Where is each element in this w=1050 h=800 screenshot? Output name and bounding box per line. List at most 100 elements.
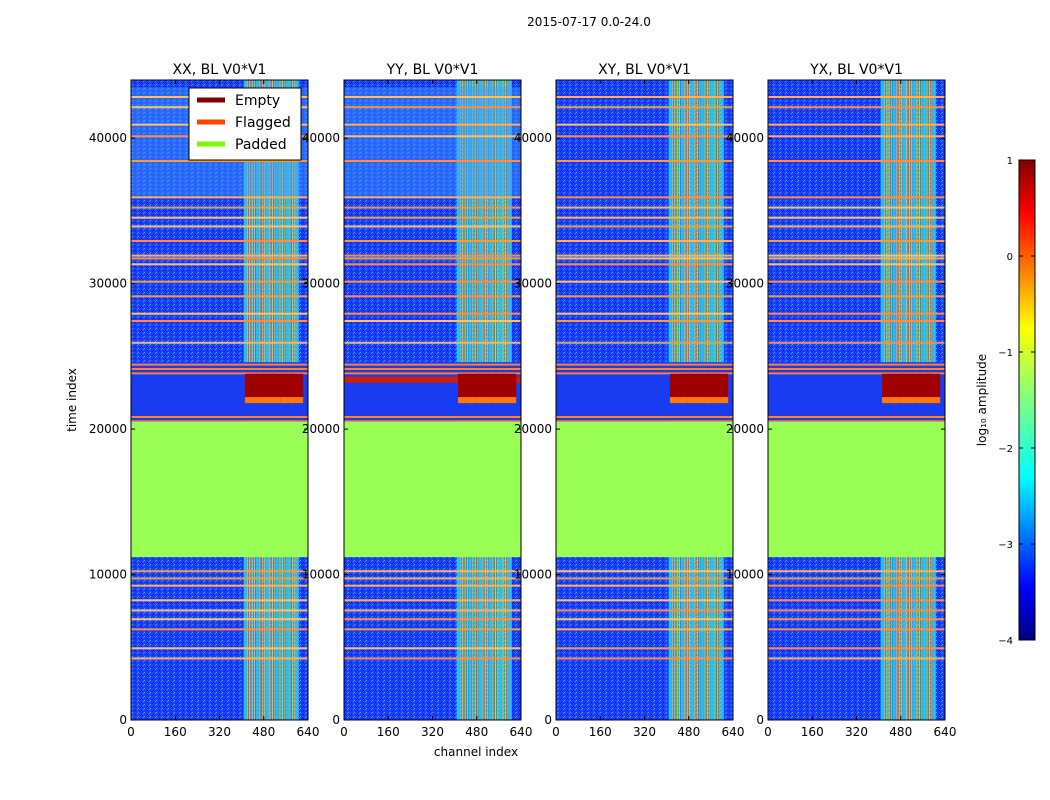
panel-yy: YY, BL V0*V1 0 160 320 480 640 0 10000 20000 3000… [302, 62, 533, 739]
flagged-row [344, 577, 521, 580]
panel-yx: YX, BL V0*V1 0 160 320 480 640 0 10000 20000 3000… [726, 62, 957, 739]
x-tick-label: 0 [764, 725, 772, 739]
y-tick-label: 10000 [726, 568, 764, 582]
flagged-row [768, 160, 945, 162]
flagged-row [768, 618, 945, 621]
x-tick-label: 640 [297, 725, 320, 739]
x-tick-label: 640 [722, 725, 745, 739]
y-tick-label: 10000 [89, 568, 127, 582]
y-tick-label: 0 [119, 713, 127, 727]
panel-title: XX, BL V0*V1 [173, 62, 267, 78]
flagged-row [344, 263, 521, 266]
flagged-row [344, 320, 521, 322]
flagged-row [344, 257, 521, 260]
flagged-row [768, 280, 945, 283]
flagged-row [556, 312, 733, 315]
flagged-row [344, 123, 521, 126]
flagged-row [768, 628, 945, 631]
flagged-row [131, 570, 308, 573]
flagged-row [768, 341, 945, 344]
flagged-row [556, 206, 733, 209]
flagged-row [131, 420, 308, 423]
y-tick-label: 40000 [302, 131, 340, 145]
flagged-row [344, 135, 521, 138]
burst-cell [466, 397, 481, 404]
burst-cell [926, 397, 941, 404]
flagged-row [768, 584, 945, 587]
padded-region [131, 421, 308, 558]
flagged-row [344, 363, 521, 366]
x-tick-label: 480 [465, 725, 488, 739]
flagged-row [131, 225, 308, 228]
flagged-row [344, 647, 521, 650]
panel-title: XY, BL V0*V1 [598, 62, 691, 78]
flagged-row [131, 577, 308, 580]
colorbar-tick-label: 0 [1007, 252, 1013, 263]
burst-cell [714, 373, 729, 403]
flagged-row [556, 225, 733, 228]
flagged-row [131, 263, 308, 266]
flagged-row [131, 216, 308, 219]
flagged-row [344, 295, 521, 298]
flagged-row [131, 657, 308, 660]
flagged-row [131, 280, 308, 283]
panels-group: XX, BL V0*V1 0 160 320 480 640 0 10000 20000 3000… [89, 62, 957, 739]
flagged-row [556, 599, 733, 602]
flagged-row [131, 609, 308, 612]
flagged-row [768, 570, 945, 573]
flagged-row [768, 123, 945, 126]
burst-cell [890, 397, 905, 404]
padded-region [556, 421, 733, 558]
panel-title: YY, BL V0*V1 [386, 62, 479, 78]
burst-cell [244, 397, 259, 404]
figure-title: 2015-07-17 0.0-24.0 [527, 15, 651, 29]
x-tick-label: 160 [589, 725, 612, 739]
padded-region [768, 421, 945, 558]
flagged-row [556, 657, 733, 660]
burst-cell [917, 397, 932, 404]
flagged-row [768, 599, 945, 602]
flagged-row [344, 420, 521, 423]
flagged-row [131, 372, 308, 375]
burst-cell [289, 397, 304, 404]
flagged-row [131, 160, 308, 162]
flagged-row [131, 584, 308, 587]
burst-cell [271, 397, 286, 404]
flagged-row [131, 206, 308, 209]
y-tick-label: 30000 [514, 277, 552, 291]
flagged-row [131, 341, 308, 344]
flagged-row [344, 599, 521, 602]
flagged-row [344, 240, 521, 242]
y-axis-label: time index [65, 368, 79, 432]
y-tick-label: 20000 [726, 422, 764, 436]
flagged-row [344, 628, 521, 631]
legend-label: Flagged [235, 115, 291, 131]
x-tick-label: 160 [377, 725, 400, 739]
y-tick-label: 30000 [89, 277, 127, 291]
y-tick-label: 0 [332, 713, 340, 727]
flagged-row [556, 257, 733, 260]
flagged-row [556, 368, 733, 370]
colorbar-tick-label: −1 [998, 348, 1013, 359]
y-tick-label: 10000 [514, 568, 552, 582]
legend-label: Padded [235, 137, 287, 153]
flagged-row [556, 295, 733, 298]
flagged-row [768, 225, 945, 228]
x-tick-label: 0 [552, 725, 560, 739]
flagged-row [768, 647, 945, 650]
flagged-row [131, 628, 308, 631]
panel-title: YX, BL V0*V1 [809, 62, 903, 78]
flagged-row [556, 106, 733, 109]
flagged-row [344, 206, 521, 209]
x-tick-label: 0 [127, 725, 135, 739]
panel-xy: XY, BL V0*V1 0 160 320 480 640 0 10000 20000 3000… [514, 62, 745, 739]
flagged-row [344, 216, 521, 219]
burst-cell [705, 397, 720, 404]
burst-cell [696, 397, 711, 404]
flagged-row [556, 416, 733, 418]
x-tick-label: 640 [934, 725, 957, 739]
flagged-row [131, 599, 308, 602]
burst-cell [669, 397, 684, 404]
flagged-row [344, 657, 521, 660]
flagged-row [131, 416, 308, 418]
